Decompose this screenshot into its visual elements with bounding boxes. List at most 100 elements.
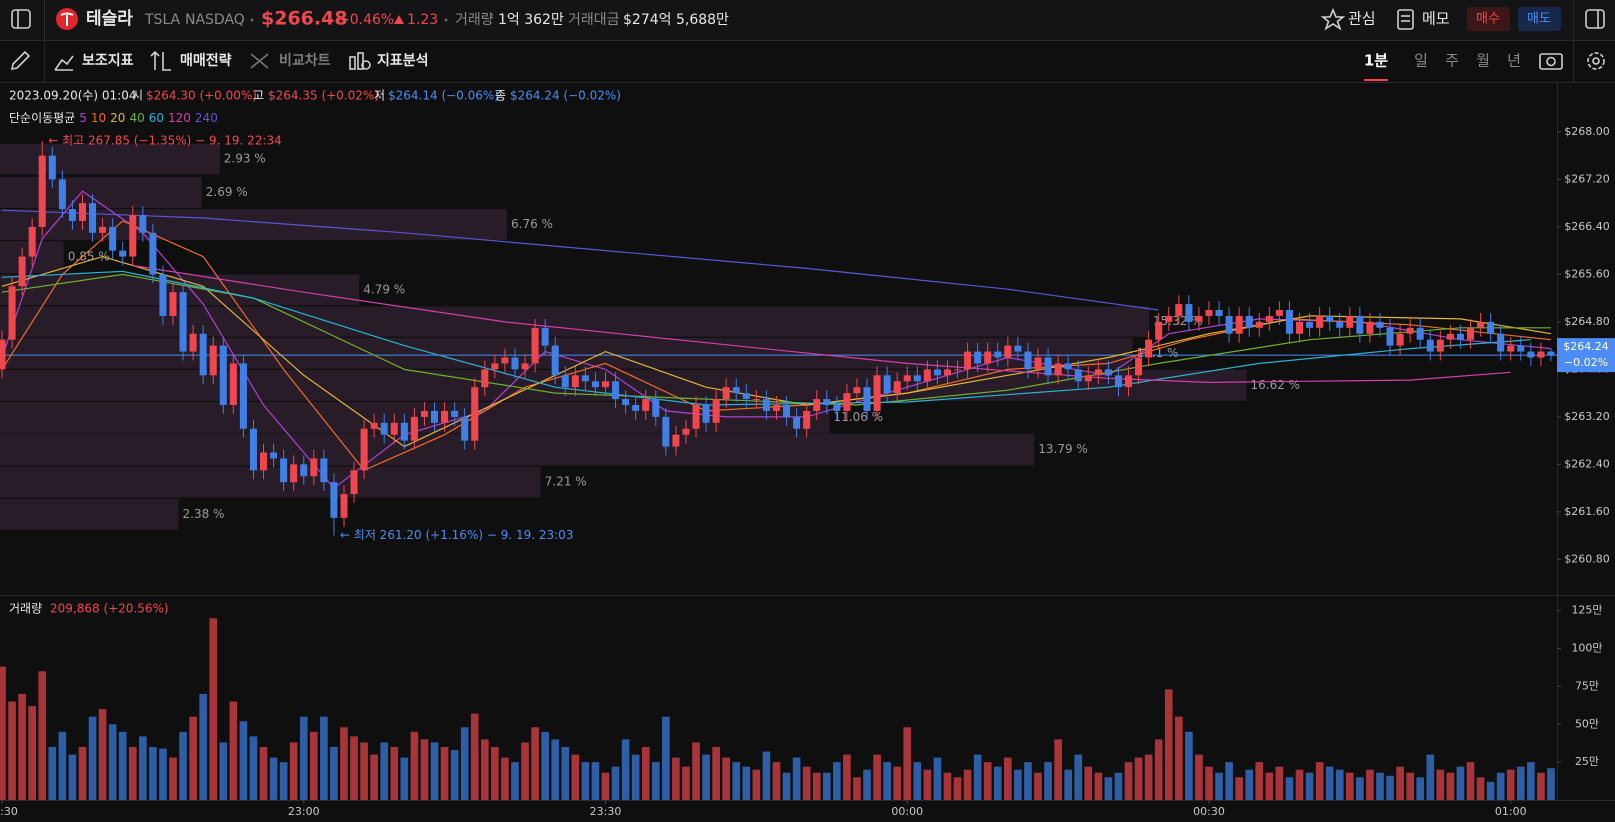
settings-button[interactable] (1587, 52, 1605, 70)
profile-bar (0, 306, 1149, 337)
period-tab[interactable]: 년 (1507, 52, 1521, 70)
volume-bar (430, 742, 439, 800)
candle-body (772, 405, 781, 411)
volume-bar (993, 766, 1002, 800)
period-tab[interactable]: 일 (1414, 52, 1428, 70)
volume-bar (1345, 772, 1354, 800)
period-tabs: 1분 일 주 월 년 (1364, 52, 1521, 82)
candle-body (1416, 327, 1424, 340)
volume-bar (1335, 769, 1344, 800)
volume-bar (68, 754, 77, 800)
candle-body (823, 399, 831, 405)
candle-body (420, 410, 428, 417)
volume-bar (128, 746, 137, 800)
y-tick-label: $262.40 (1564, 457, 1610, 470)
candle-body (531, 327, 539, 364)
volume-bar (843, 754, 851, 800)
candle-body (280, 458, 288, 483)
screenshot-button[interactable] (1539, 53, 1563, 70)
volume-bar (279, 762, 288, 800)
buy-button[interactable]: 매수 (1467, 7, 1510, 31)
volume-bar (511, 762, 519, 800)
volume-bar (491, 746, 499, 800)
candle-body (1064, 363, 1072, 370)
candle-body (501, 357, 509, 364)
analysis-button[interactable]: 지표분석 (349, 52, 429, 70)
candle-body (1446, 333, 1454, 340)
draw-tool[interactable] (10, 50, 31, 71)
compare-button[interactable]: 비교차트 (250, 53, 331, 69)
icon (1592, 57, 1600, 65)
last-price-badge (1557, 338, 1615, 373)
candle-body (1155, 321, 1163, 340)
candle-body (591, 381, 599, 388)
volume-bar (712, 746, 720, 800)
volume-bar (1285, 777, 1294, 800)
active-underline (1364, 79, 1388, 81)
candle-body (1466, 327, 1475, 340)
volume-bar (78, 746, 87, 800)
period-tab[interactable]: 주 (1445, 52, 1459, 70)
volume-bar (742, 766, 751, 800)
icon (250, 53, 269, 69)
candle-body (652, 399, 660, 417)
volume-bar (1496, 772, 1505, 800)
watch-button[interactable]: 관심 (1320, 7, 1376, 31)
indicators-label: 보조지표 (82, 53, 134, 69)
volume-bar (792, 757, 801, 800)
strategy-button[interactable]: 매매전략 (150, 50, 232, 71)
sell-button[interactable]: 매도 (1518, 7, 1561, 31)
legend-entry: 5 (79, 111, 87, 125)
candle-body (350, 470, 358, 495)
profile-bar (0, 177, 202, 208)
candle-body (843, 393, 851, 411)
y-tick-label: $261.60 (1564, 505, 1610, 518)
indicators-button[interactable]: 보조지표 (54, 53, 134, 71)
volume-bar (943, 772, 952, 800)
icon (1546, 56, 1556, 67)
volume-bar (501, 757, 509, 800)
candle-body (903, 375, 911, 382)
x-tick-label: 01:00 (1495, 805, 1527, 818)
stock-name: 테슬라 (86, 9, 133, 29)
volume-bar (28, 706, 37, 800)
panel-toggle[interactable] (1585, 9, 1605, 29)
memo-button[interactable]: 메모 (1397, 9, 1450, 30)
volume-bar (1154, 739, 1163, 800)
sidebar-toggle[interactable] (11, 9, 31, 29)
volume-bar (360, 742, 368, 800)
candle-body (1215, 310, 1223, 316)
volume-title: 거래량 (9, 602, 42, 616)
volume-bar (802, 766, 811, 800)
candle-body (320, 458, 328, 483)
period-tab[interactable]: 월 (1476, 52, 1490, 70)
volume-bar (1366, 769, 1374, 800)
ohlc-label: 고 (253, 89, 264, 103)
candle-body (1054, 363, 1062, 376)
volume-bar (1376, 772, 1384, 800)
volume-bar (1054, 739, 1062, 800)
volume-bar (309, 731, 318, 800)
y-tick-label: $260.80 (1564, 552, 1610, 565)
volume-bar (1436, 769, 1445, 800)
candle-body (471, 387, 479, 441)
candle-body (28, 226, 36, 257)
icon (10, 50, 31, 71)
ma-legend: 단순이동평균 5 10 20 40 60 120 240 (9, 111, 218, 125)
volume-bar (1024, 762, 1032, 800)
candle-body (340, 494, 348, 518)
ohlc-label: 저 (374, 89, 385, 103)
candle-body (209, 345, 217, 376)
period-tab[interactable]: 1분 (1364, 52, 1388, 82)
candle-body (189, 333, 197, 352)
ma-title: 단순이동평균 (9, 111, 75, 125)
chart-labels: 2023.09.20(수) 01:04 시 $264.30 (+0.00%) 고… (9, 89, 621, 616)
volume-bar (1144, 754, 1153, 800)
candle-body (1497, 333, 1505, 352)
profile-label: 2.38 % (183, 507, 225, 521)
volume-bar (8, 701, 16, 800)
candle-body (1145, 339, 1153, 358)
compare-label: 비교차트 (279, 53, 331, 69)
candle-body (1517, 345, 1525, 352)
volume-bar (1426, 754, 1435, 800)
